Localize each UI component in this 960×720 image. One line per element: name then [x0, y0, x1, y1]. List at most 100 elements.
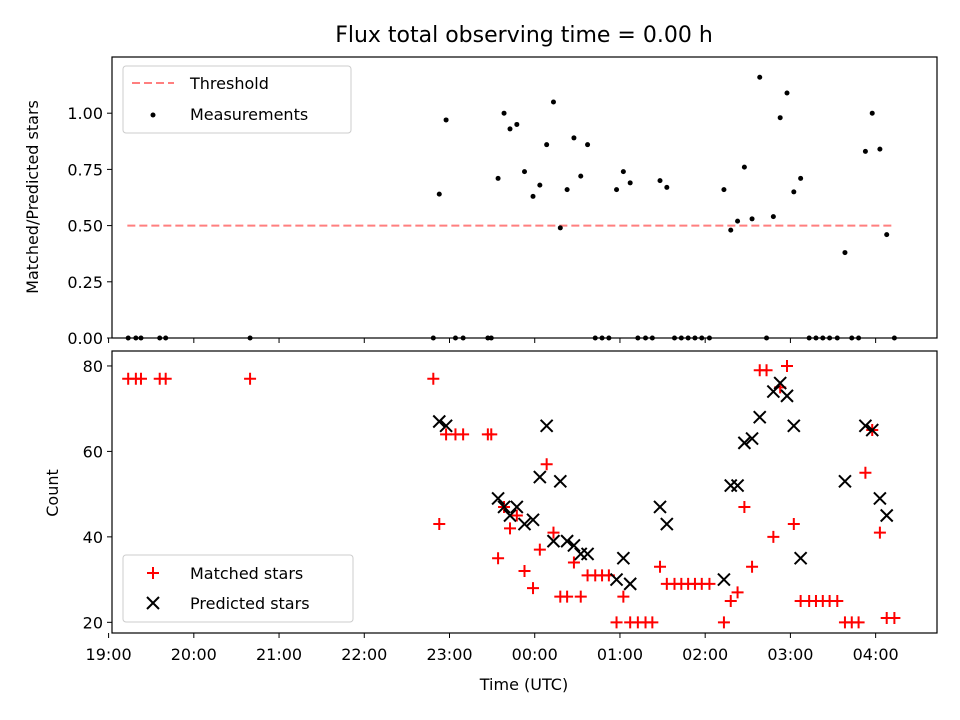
measurement-point: [571, 135, 577, 141]
measurement-point: [522, 169, 527, 175]
measurement-point: [537, 182, 543, 188]
bottom-y-axis-label: Count: [43, 469, 62, 517]
measurement-point: [692, 335, 698, 341]
measurement-point: [685, 335, 691, 341]
predicted-star-points: [432, 376, 894, 591]
measurement-point: [877, 146, 883, 152]
predicted-star-point: [510, 500, 524, 514]
measurement-point: [749, 216, 755, 222]
measurement-point: [706, 335, 712, 341]
measurement-point: [606, 335, 612, 341]
matched-star-point: [873, 526, 886, 539]
matched-star-point: [492, 552, 505, 565]
measurement-point: [585, 142, 591, 148]
measurement-point: [557, 225, 563, 231]
measurement-point: [791, 189, 797, 195]
measurement-point: [507, 126, 513, 132]
bottom-y-ticks: 20 40 60 80: [83, 357, 112, 632]
measurement-point: [460, 335, 466, 341]
matched-star-point: [540, 458, 553, 471]
predicted-star-point: [653, 500, 667, 514]
predicted-star-point: [880, 508, 894, 523]
legend-matched-swatch: [147, 567, 159, 579]
bottom-y-tick-label: 60: [83, 442, 103, 461]
measurement-point: [550, 99, 556, 105]
matched-star-point: [561, 590, 574, 603]
matched-star-point: [159, 372, 172, 385]
bottom-legend: Matched stars Predicted stars: [122, 554, 354, 623]
measurement-point: [798, 175, 804, 181]
top-y-ticks: 0.00 0.25 0.50 0.75 1.00: [67, 104, 112, 348]
matched-star-point: [731, 586, 744, 599]
measurement-point: [501, 110, 507, 116]
measurement-point: [757, 74, 763, 80]
bottom-y-tick-label: 20: [83, 613, 103, 632]
measurement-point: [578, 173, 584, 179]
measurement-point: [592, 335, 598, 341]
matched-star-point: [724, 594, 737, 607]
matched-star-point: [717, 616, 730, 629]
predicted-star-point: [623, 577, 637, 591]
predicted-star-point: [793, 551, 808, 565]
bottom-x-tick-label: 22:00: [341, 645, 387, 664]
measurement-point: [856, 335, 862, 341]
measurement-point: [728, 227, 734, 233]
measurement-point: [869, 110, 875, 116]
measurement-point: [699, 335, 705, 341]
matched-star-point: [457, 428, 470, 441]
matched-star-point: [504, 522, 517, 535]
predicted-star-point: [609, 572, 624, 587]
matched-star-point: [433, 518, 446, 531]
measurement-point: [777, 115, 783, 121]
measurement-point: [430, 335, 436, 341]
matched-star-point: [610, 616, 623, 629]
measurement-point: [488, 335, 494, 341]
matched-star-point: [787, 518, 800, 531]
predicted-star-point: [873, 491, 887, 506]
top-legend-frame: [122, 65, 352, 134]
measurement-point: [544, 142, 550, 148]
measurement-point: [452, 335, 458, 341]
measurement-point: [764, 335, 770, 341]
top-panel: Flux total observing time = 0.00 h Match…: [23, 23, 938, 348]
matched-star-point: [510, 509, 523, 522]
predicted-star-point: [838, 474, 852, 489]
predicted-star-point: [560, 534, 574, 548]
legend-matched-label: Matched stars: [190, 564, 303, 583]
matched-star-point: [738, 500, 751, 513]
top-y-tick-label: 0.00: [67, 329, 103, 348]
measurement-point: [620, 169, 626, 175]
measurement-point: [157, 335, 163, 341]
bottom-x-tick-label: 20:00: [171, 645, 217, 664]
legend-predicted-swatch: [146, 596, 160, 610]
measurement-point: [436, 191, 442, 197]
measurement-point: [721, 187, 727, 193]
measurement-point: [530, 193, 536, 199]
matched-star-point: [654, 560, 667, 573]
measurement-point: [133, 335, 139, 341]
bottom-plot-area: [111, 350, 938, 634]
measurement-point: [514, 121, 520, 127]
predicted-star-point: [491, 491, 505, 506]
bottom-x-tick-label: 02:00: [682, 645, 728, 664]
predicted-star-point: [497, 500, 511, 514]
measurement-point: [849, 335, 855, 341]
legend-measurements-swatch: [150, 112, 156, 118]
predicted-star-point: [616, 551, 631, 565]
measurement-point: [862, 148, 868, 154]
matched-star-point: [831, 594, 844, 607]
matched-star-point: [859, 466, 872, 479]
matched-star-point: [703, 577, 716, 590]
legend-threshold-label: Threshold: [189, 74, 269, 93]
predicted-star-point: [717, 572, 731, 587]
bottom-y-tick-label: 80: [83, 357, 103, 376]
bottom-x-tick-label: 19:00: [86, 645, 132, 664]
matched-star-point: [427, 372, 440, 385]
measurement-point: [827, 335, 833, 341]
predicted-star-point: [660, 517, 674, 531]
top-y-tick-label: 0.75: [67, 160, 103, 179]
predicted-star-point: [567, 538, 581, 553]
top-x-ticks: [108, 338, 877, 343]
top-y-tick-label: 0.50: [67, 217, 103, 236]
predicted-star-point: [787, 419, 801, 433]
